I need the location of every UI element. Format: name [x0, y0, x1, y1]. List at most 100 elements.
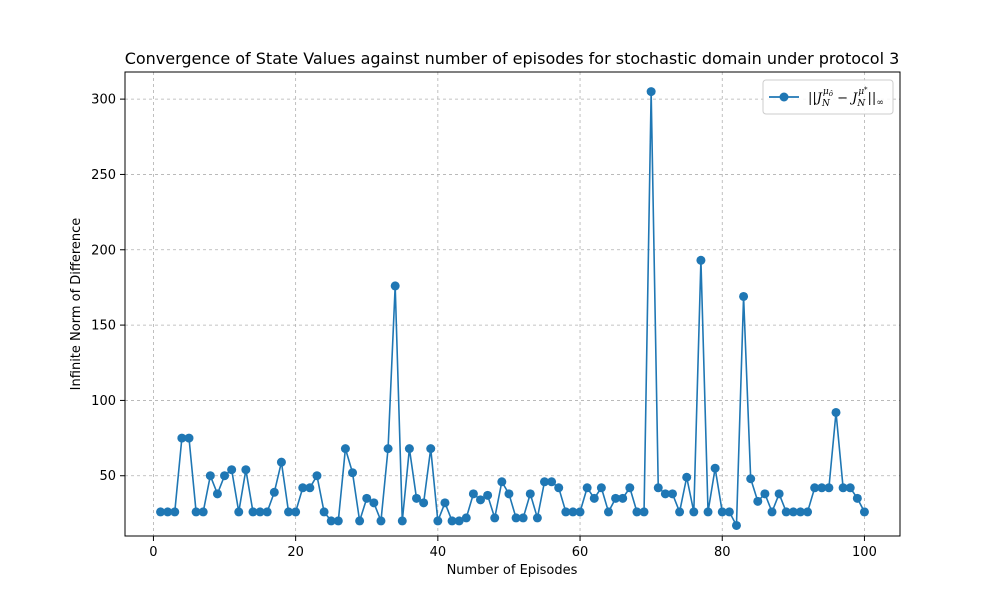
data-point [511, 513, 521, 523]
data-point [703, 507, 713, 517]
series-line [156, 87, 869, 530]
data-point [596, 483, 606, 493]
data-point [795, 507, 805, 517]
data-point [156, 507, 166, 517]
data-point [653, 483, 663, 493]
data-point [568, 507, 578, 517]
data-point [163, 507, 173, 517]
series-polyline [160, 91, 866, 529]
data-point [191, 507, 201, 517]
y-tick-label: 50 [99, 469, 116, 484]
data-point [476, 495, 486, 505]
legend: ||JNμô − JNμ*||∞ [762, 79, 894, 115]
data-point [170, 507, 180, 517]
data-point [710, 463, 720, 473]
data-point [376, 516, 386, 526]
grid [125, 72, 900, 536]
data-point [803, 507, 813, 517]
data-point [845, 483, 855, 493]
data-point [682, 472, 692, 482]
data-point [575, 507, 585, 517]
data-point [284, 507, 294, 517]
data-point [717, 507, 727, 517]
data-point [767, 507, 777, 517]
data-point [689, 507, 699, 517]
legend-part: || [868, 91, 877, 106]
x-tick-label: 100 [852, 545, 877, 560]
legend-part: * [864, 86, 868, 94]
data-point [547, 477, 557, 487]
data-point [831, 407, 841, 417]
data-point [198, 507, 208, 517]
chart-title: Convergence of State Values against numb… [125, 49, 900, 68]
x-axis: 0 20 40 60 80 100 [149, 536, 877, 560]
data-point [205, 471, 215, 481]
data-point [269, 487, 279, 497]
data-point [788, 507, 798, 517]
data-point [461, 513, 471, 523]
data-point [390, 281, 400, 291]
data-point [404, 444, 414, 454]
plot-frame [124, 71, 901, 537]
legend-part: μ [823, 87, 829, 97]
data-point [632, 507, 642, 517]
data-point [276, 457, 286, 467]
data-point [397, 516, 407, 526]
data-point [696, 255, 706, 265]
data-point [348, 468, 358, 478]
y-axis: 50 100 150 200 250 300 [91, 93, 125, 484]
data-point [625, 483, 635, 493]
data-point [433, 516, 443, 526]
legend-part: N [821, 99, 831, 109]
data-point [774, 489, 784, 499]
data-point [781, 507, 791, 517]
data-point [675, 507, 685, 517]
data-point [731, 520, 741, 530]
data-point [362, 493, 372, 503]
data-point [518, 513, 528, 523]
data-point [852, 493, 862, 503]
data-point [497, 477, 507, 487]
data-point [539, 477, 549, 487]
x-tick-label: 60 [572, 545, 589, 560]
y-axis-label: Infinite Norm of Difference [69, 218, 84, 391]
data-point [525, 489, 535, 499]
data-point [554, 483, 564, 493]
data-point [753, 496, 763, 506]
data-point [291, 507, 301, 517]
data-point [618, 493, 628, 503]
data-point [227, 465, 237, 475]
y-tick-label: 200 [91, 243, 116, 258]
data-point [589, 493, 599, 503]
data-point [611, 493, 621, 503]
legend-part: − J [833, 91, 858, 106]
data-point [859, 507, 869, 517]
data-point [177, 433, 187, 443]
x-tick-label: 0 [149, 545, 157, 560]
data-point [234, 507, 244, 517]
data-point [305, 483, 315, 493]
legend-label: ||JNμô − JNμ*||∞ [808, 86, 884, 109]
x-tick-label: 80 [714, 545, 731, 560]
legend-part: μ [858, 87, 864, 97]
data-point [312, 471, 322, 481]
data-point [241, 465, 251, 475]
data-point [220, 471, 230, 481]
data-point [454, 516, 464, 526]
legend-part: N [856, 99, 866, 109]
y-tick-label: 100 [91, 394, 116, 409]
data-point [255, 507, 265, 517]
legend-part: ||J [808, 91, 823, 106]
legend-part: ô [829, 90, 833, 98]
data-point [412, 493, 422, 503]
data-point [369, 498, 379, 508]
data-point [810, 483, 820, 493]
data-point [319, 507, 329, 517]
data-point [746, 474, 756, 484]
data-point [646, 87, 656, 97]
data-point [383, 444, 393, 454]
data-point [504, 489, 514, 499]
data-point [760, 489, 770, 499]
x-tick-label: 40 [430, 545, 447, 560]
